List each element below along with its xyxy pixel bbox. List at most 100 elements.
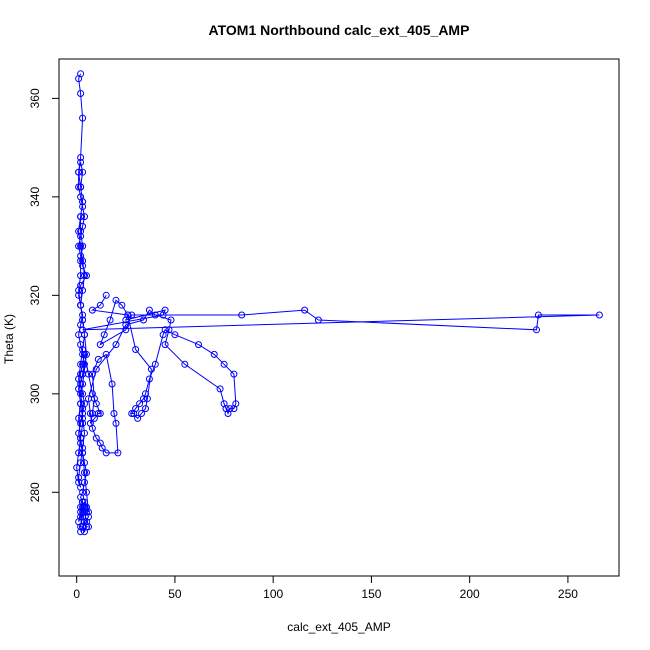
data-point	[230, 370, 238, 378]
x-tick-label: 100	[263, 587, 283, 601]
y-axis: 280 300 320 340 360	[28, 88, 60, 502]
data-point	[96, 341, 104, 349]
data-point	[96, 410, 104, 417]
data-point	[79, 168, 87, 176]
data-point	[122, 321, 130, 329]
data-point	[134, 414, 142, 422]
data-point	[79, 257, 87, 265]
data-point	[85, 370, 92, 378]
data-point	[130, 410, 138, 417]
data-point	[79, 419, 87, 427]
data-point	[86, 410, 94, 417]
data-point	[88, 306, 96, 314]
data-point	[161, 306, 169, 314]
data-point	[128, 410, 136, 417]
data-point	[77, 154, 85, 161]
data-point	[151, 311, 159, 319]
data-point	[79, 326, 87, 334]
data-point	[75, 242, 83, 250]
y-tick-label: 320	[28, 285, 42, 305]
chart-title: ATOM1 Northbound calc_ext_405_AMP	[209, 22, 470, 38]
data-point	[147, 365, 155, 373]
data-point	[122, 326, 130, 334]
data-point	[79, 444, 87, 452]
data-point	[79, 449, 87, 457]
data-point	[77, 301, 85, 309]
data-point	[102, 449, 110, 457]
data-point	[81, 429, 88, 437]
x-tick-label: 50	[168, 587, 182, 601]
data-point	[132, 346, 140, 353]
data-point	[77, 400, 85, 408]
data-point	[106, 316, 114, 324]
data-point	[79, 380, 87, 388]
data-point	[143, 395, 151, 403]
y-tick-label: 340	[28, 187, 42, 207]
data-point	[77, 434, 85, 442]
data-point	[83, 469, 90, 477]
data-point	[102, 350, 110, 358]
data-point	[77, 183, 85, 191]
data-point	[114, 449, 122, 457]
data-point	[92, 434, 100, 442]
data-point	[100, 331, 108, 339]
y-tick-label: 300	[28, 383, 42, 403]
data-point	[88, 410, 96, 417]
data-point	[195, 341, 202, 349]
data-point	[85, 508, 92, 516]
data-point	[159, 331, 167, 339]
data-point	[301, 306, 309, 314]
data-point	[220, 360, 228, 368]
data-point	[210, 350, 218, 358]
data-point	[145, 306, 153, 314]
data-point	[140, 395, 147, 403]
data-point	[81, 213, 88, 221]
data-point	[75, 227, 83, 235]
data-point	[112, 341, 120, 349]
data-point	[83, 488, 90, 496]
data-point	[75, 449, 83, 457]
data-point	[77, 213, 85, 221]
x-tick-label: 0	[73, 587, 80, 601]
data-point	[73, 464, 81, 472]
data-point	[79, 414, 87, 422]
data-point	[79, 198, 87, 206]
data-point	[92, 365, 100, 373]
data-point	[136, 400, 144, 408]
data-point	[79, 311, 87, 319]
data-point	[77, 90, 85, 97]
data-point	[102, 291, 110, 299]
data-point	[118, 301, 126, 309]
data-point	[124, 311, 132, 319]
data-point	[81, 469, 88, 477]
data-point	[77, 483, 85, 491]
data-point	[75, 75, 83, 83]
data-point	[77, 459, 85, 467]
data-point	[112, 296, 120, 304]
y-tick-label: 280	[28, 482, 42, 502]
data-point	[75, 286, 83, 294]
data-point	[142, 405, 149, 413]
data-point	[81, 350, 88, 358]
data-point	[77, 158, 85, 166]
data-point	[534, 311, 542, 319]
data-point	[165, 326, 173, 334]
data-point	[145, 375, 153, 383]
x-axis: 0 50 100 150 200 250	[73, 575, 578, 601]
data-point	[81, 360, 88, 368]
data-point	[238, 311, 246, 319]
data-point	[167, 316, 175, 324]
data-point	[181, 360, 189, 368]
data-point	[79, 316, 87, 324]
data-point	[77, 360, 85, 368]
data-point	[151, 360, 159, 368]
data-point	[79, 390, 87, 398]
y-tick-label: 360	[28, 88, 42, 108]
data-point	[77, 227, 85, 235]
data-point	[79, 286, 87, 294]
data-point	[128, 311, 136, 319]
data-point	[79, 523, 87, 531]
y-axis-label: Theta (K)	[2, 314, 16, 364]
